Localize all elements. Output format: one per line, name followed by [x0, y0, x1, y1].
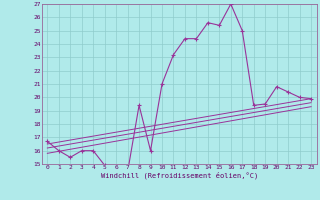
- X-axis label: Windchill (Refroidissement éolien,°C): Windchill (Refroidissement éolien,°C): [100, 171, 258, 179]
